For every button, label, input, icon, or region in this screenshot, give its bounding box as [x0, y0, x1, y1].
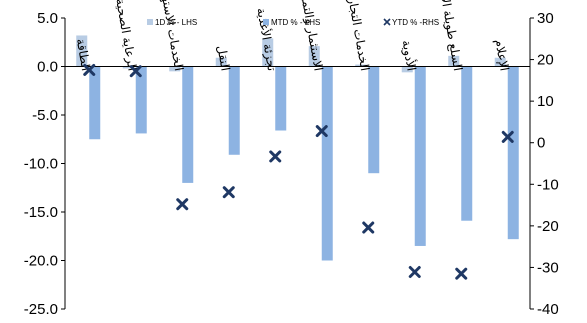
ytd-marker [455, 267, 468, 280]
bar-mtd [368, 66, 380, 174]
left-tick-label: -20.0 [24, 253, 58, 270]
ytd-marker [315, 125, 328, 138]
ytd-marker [501, 130, 514, 143]
ytd-marker [408, 266, 421, 279]
category-label: الخدمات الاستهلاكية [155, 0, 186, 72]
right-tick-label: -30 [537, 259, 559, 276]
category-label: الإعلام [492, 38, 511, 72]
bar-1d [215, 57, 227, 67]
right-tick-label: 10 [537, 93, 554, 110]
ytd-marker [269, 150, 282, 163]
bar-mtd [228, 66, 240, 155]
bar-1d [262, 38, 274, 67]
bar-1d [308, 46, 320, 67]
bar-mtd [321, 66, 333, 261]
right-tick-label: 30 [537, 10, 554, 27]
left-tick-label: 5.0 [37, 10, 58, 27]
bar-1d [122, 66, 134, 69]
plot-area: 5.0 0.0 -5.0 -10.0 -15.0 -20.0 -25.0 30 20 10 0 -10… [24, 0, 559, 318]
bar-1d [401, 66, 413, 73]
legend-swatch [383, 18, 391, 26]
category-label: الخدمات التجارية [343, 0, 372, 72]
bar-1d [76, 35, 88, 67]
ytd-marker [129, 65, 142, 78]
bar-mtd [182, 66, 194, 183]
legend-label: 1D % - LHS [155, 18, 197, 27]
bar-1d [448, 55, 460, 67]
right-tick-label: 20 [537, 52, 554, 69]
left-tick-label: 0.0 [37, 59, 58, 76]
bar-mtd [461, 66, 473, 221]
legend-swatch [263, 19, 269, 25]
bar-1d [494, 57, 506, 67]
bar-mtd [414, 66, 426, 246]
left-tick-label: -25.0 [24, 301, 58, 318]
bar-mtd [89, 66, 101, 140]
ytd-marker [176, 198, 189, 211]
bar-mtd [275, 66, 287, 131]
category-label: الرعاية الصحية [112, 0, 139, 72]
ytd-marker [222, 186, 235, 199]
bar-mtd [507, 66, 519, 240]
ytd-marker [362, 221, 375, 234]
category-label: تجزئة الأغذية [253, 7, 280, 73]
ytd-marker [83, 63, 96, 76]
legend-label: YTD % -RHS [392, 18, 439, 27]
legend-swatch [147, 19, 153, 25]
legend: 1D % - LHS MTD % - LHS YTD % -RHS [147, 18, 439, 27]
right-tick-label: -20 [537, 218, 559, 235]
legend-label: MTD % - LHS [271, 18, 320, 27]
left-tick-label: -10.0 [24, 156, 58, 173]
bar-1d [355, 64, 367, 67]
bar-mtd [135, 66, 147, 134]
category-label: السلع طويلة الأجل [434, 0, 466, 72]
category-label: النقل [214, 44, 232, 72]
right-tick-label: -10 [537, 176, 559, 193]
right-tick-label: 0 [537, 135, 545, 152]
category-label: الطاقة [74, 37, 93, 72]
category-label: الأدوية [398, 39, 419, 72]
category-label: الاستثمار والتمويل [295, 0, 325, 72]
bar-1d [169, 66, 181, 72]
right-tick-label: -40 [537, 301, 559, 318]
left-tick-label: -15.0 [24, 204, 58, 221]
left-tick-label: -5.0 [32, 107, 58, 124]
